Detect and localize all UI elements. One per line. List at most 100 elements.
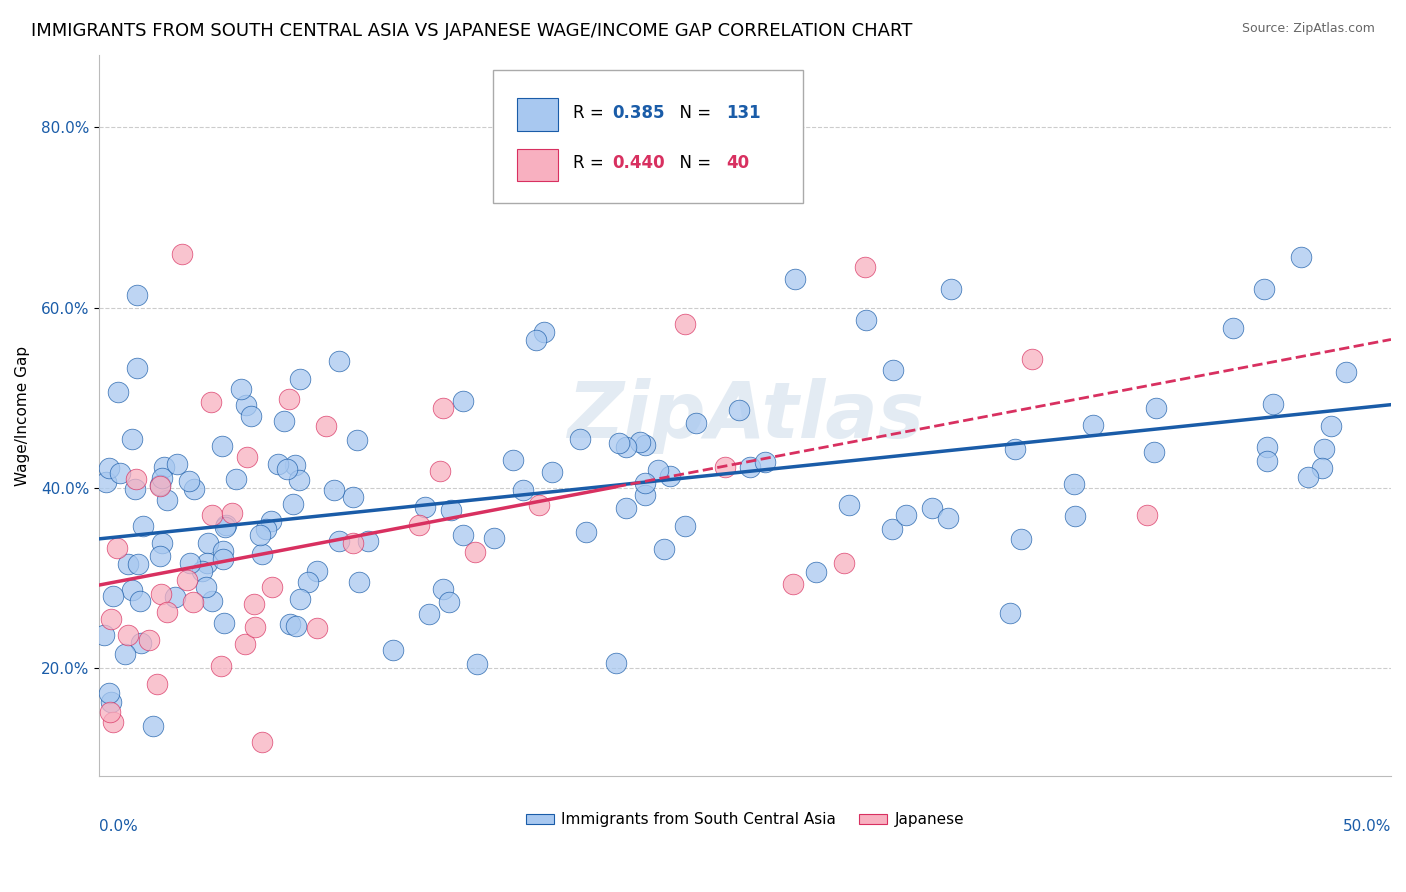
Point: [288, 591, 311, 606]
Point: [382, 643, 405, 657]
Point: [432, 401, 454, 415]
Point: [100, 612, 122, 626]
Point: [838, 498, 860, 512]
Point: [276, 461, 298, 475]
Y-axis label: Wage/Income Gap: Wage/Income Gap: [15, 345, 30, 486]
Point: [156, 605, 179, 619]
Point: [533, 326, 555, 340]
Point: [250, 547, 273, 561]
Point: [1263, 397, 1285, 411]
Point: [125, 288, 148, 302]
Point: [1310, 461, 1333, 475]
Point: [440, 503, 463, 517]
Point: [714, 460, 737, 475]
Point: [647, 463, 669, 477]
Point: [328, 533, 350, 548]
Text: R =: R =: [574, 103, 609, 122]
Point: [149, 478, 172, 492]
Point: [347, 575, 370, 590]
Point: [150, 535, 173, 549]
Point: [568, 432, 591, 446]
Point: [214, 520, 236, 534]
Point: [172, 247, 194, 261]
Point: [782, 577, 804, 591]
Point: [575, 524, 598, 539]
Point: [132, 519, 155, 533]
Point: [197, 536, 219, 550]
Point: [121, 432, 143, 446]
Point: [728, 403, 751, 417]
Point: [183, 482, 205, 496]
Point: [1320, 418, 1343, 433]
Point: [453, 528, 475, 542]
Point: [179, 556, 201, 570]
Point: [465, 657, 488, 671]
Point: [1004, 442, 1026, 457]
Point: [512, 483, 534, 498]
FancyBboxPatch shape: [494, 70, 803, 203]
Point: [236, 450, 259, 464]
Point: [93, 627, 115, 641]
Point: [346, 433, 368, 447]
Point: [1143, 445, 1166, 459]
Point: [190, 564, 212, 578]
Point: [322, 483, 344, 497]
Point: [225, 472, 247, 486]
Point: [936, 511, 959, 525]
Point: [605, 657, 627, 671]
Text: Source: ZipAtlas.com: Source: ZipAtlas.com: [1241, 22, 1375, 36]
Point: [685, 416, 707, 430]
Point: [262, 580, 284, 594]
Text: 0.0%: 0.0%: [100, 820, 138, 834]
Point: [278, 392, 301, 407]
Point: [288, 372, 311, 386]
Text: 0.385: 0.385: [612, 103, 665, 122]
Point: [149, 479, 172, 493]
Point: [1256, 454, 1278, 468]
Point: [212, 544, 235, 558]
Point: [502, 453, 524, 467]
Text: 40: 40: [725, 154, 749, 172]
Point: [165, 590, 187, 604]
Point: [307, 621, 329, 635]
Point: [98, 705, 121, 719]
Point: [437, 595, 460, 609]
Point: [541, 466, 564, 480]
Point: [882, 522, 904, 536]
Point: [200, 395, 222, 409]
Text: 131: 131: [725, 103, 761, 122]
Text: R =: R =: [574, 154, 609, 172]
Point: [342, 491, 364, 505]
Point: [117, 557, 139, 571]
Point: [451, 393, 474, 408]
Point: [243, 620, 266, 634]
Point: [267, 457, 290, 471]
Point: [939, 282, 962, 296]
Point: [633, 475, 655, 490]
Point: [783, 271, 806, 285]
Point: [315, 419, 337, 434]
Point: [127, 360, 149, 375]
Point: [614, 500, 637, 515]
Point: [233, 638, 256, 652]
Point: [1296, 470, 1319, 484]
Legend: Immigrants from South Central Asia, Japanese: Immigrants from South Central Asia, Japa…: [520, 806, 970, 833]
FancyBboxPatch shape: [516, 149, 558, 181]
Point: [215, 518, 238, 533]
Point: [284, 618, 307, 632]
Point: [108, 467, 131, 481]
Point: [176, 573, 198, 587]
Point: [221, 506, 243, 520]
Text: 0.440: 0.440: [612, 154, 665, 172]
Point: [754, 455, 776, 469]
Point: [896, 508, 918, 522]
Point: [616, 440, 638, 454]
Point: [1010, 532, 1032, 546]
Point: [239, 409, 262, 423]
Point: [1064, 509, 1087, 524]
Point: [101, 589, 124, 603]
Point: [212, 551, 235, 566]
Point: [152, 460, 174, 475]
Point: [201, 594, 224, 608]
Text: ZipAtlas: ZipAtlas: [567, 377, 924, 454]
